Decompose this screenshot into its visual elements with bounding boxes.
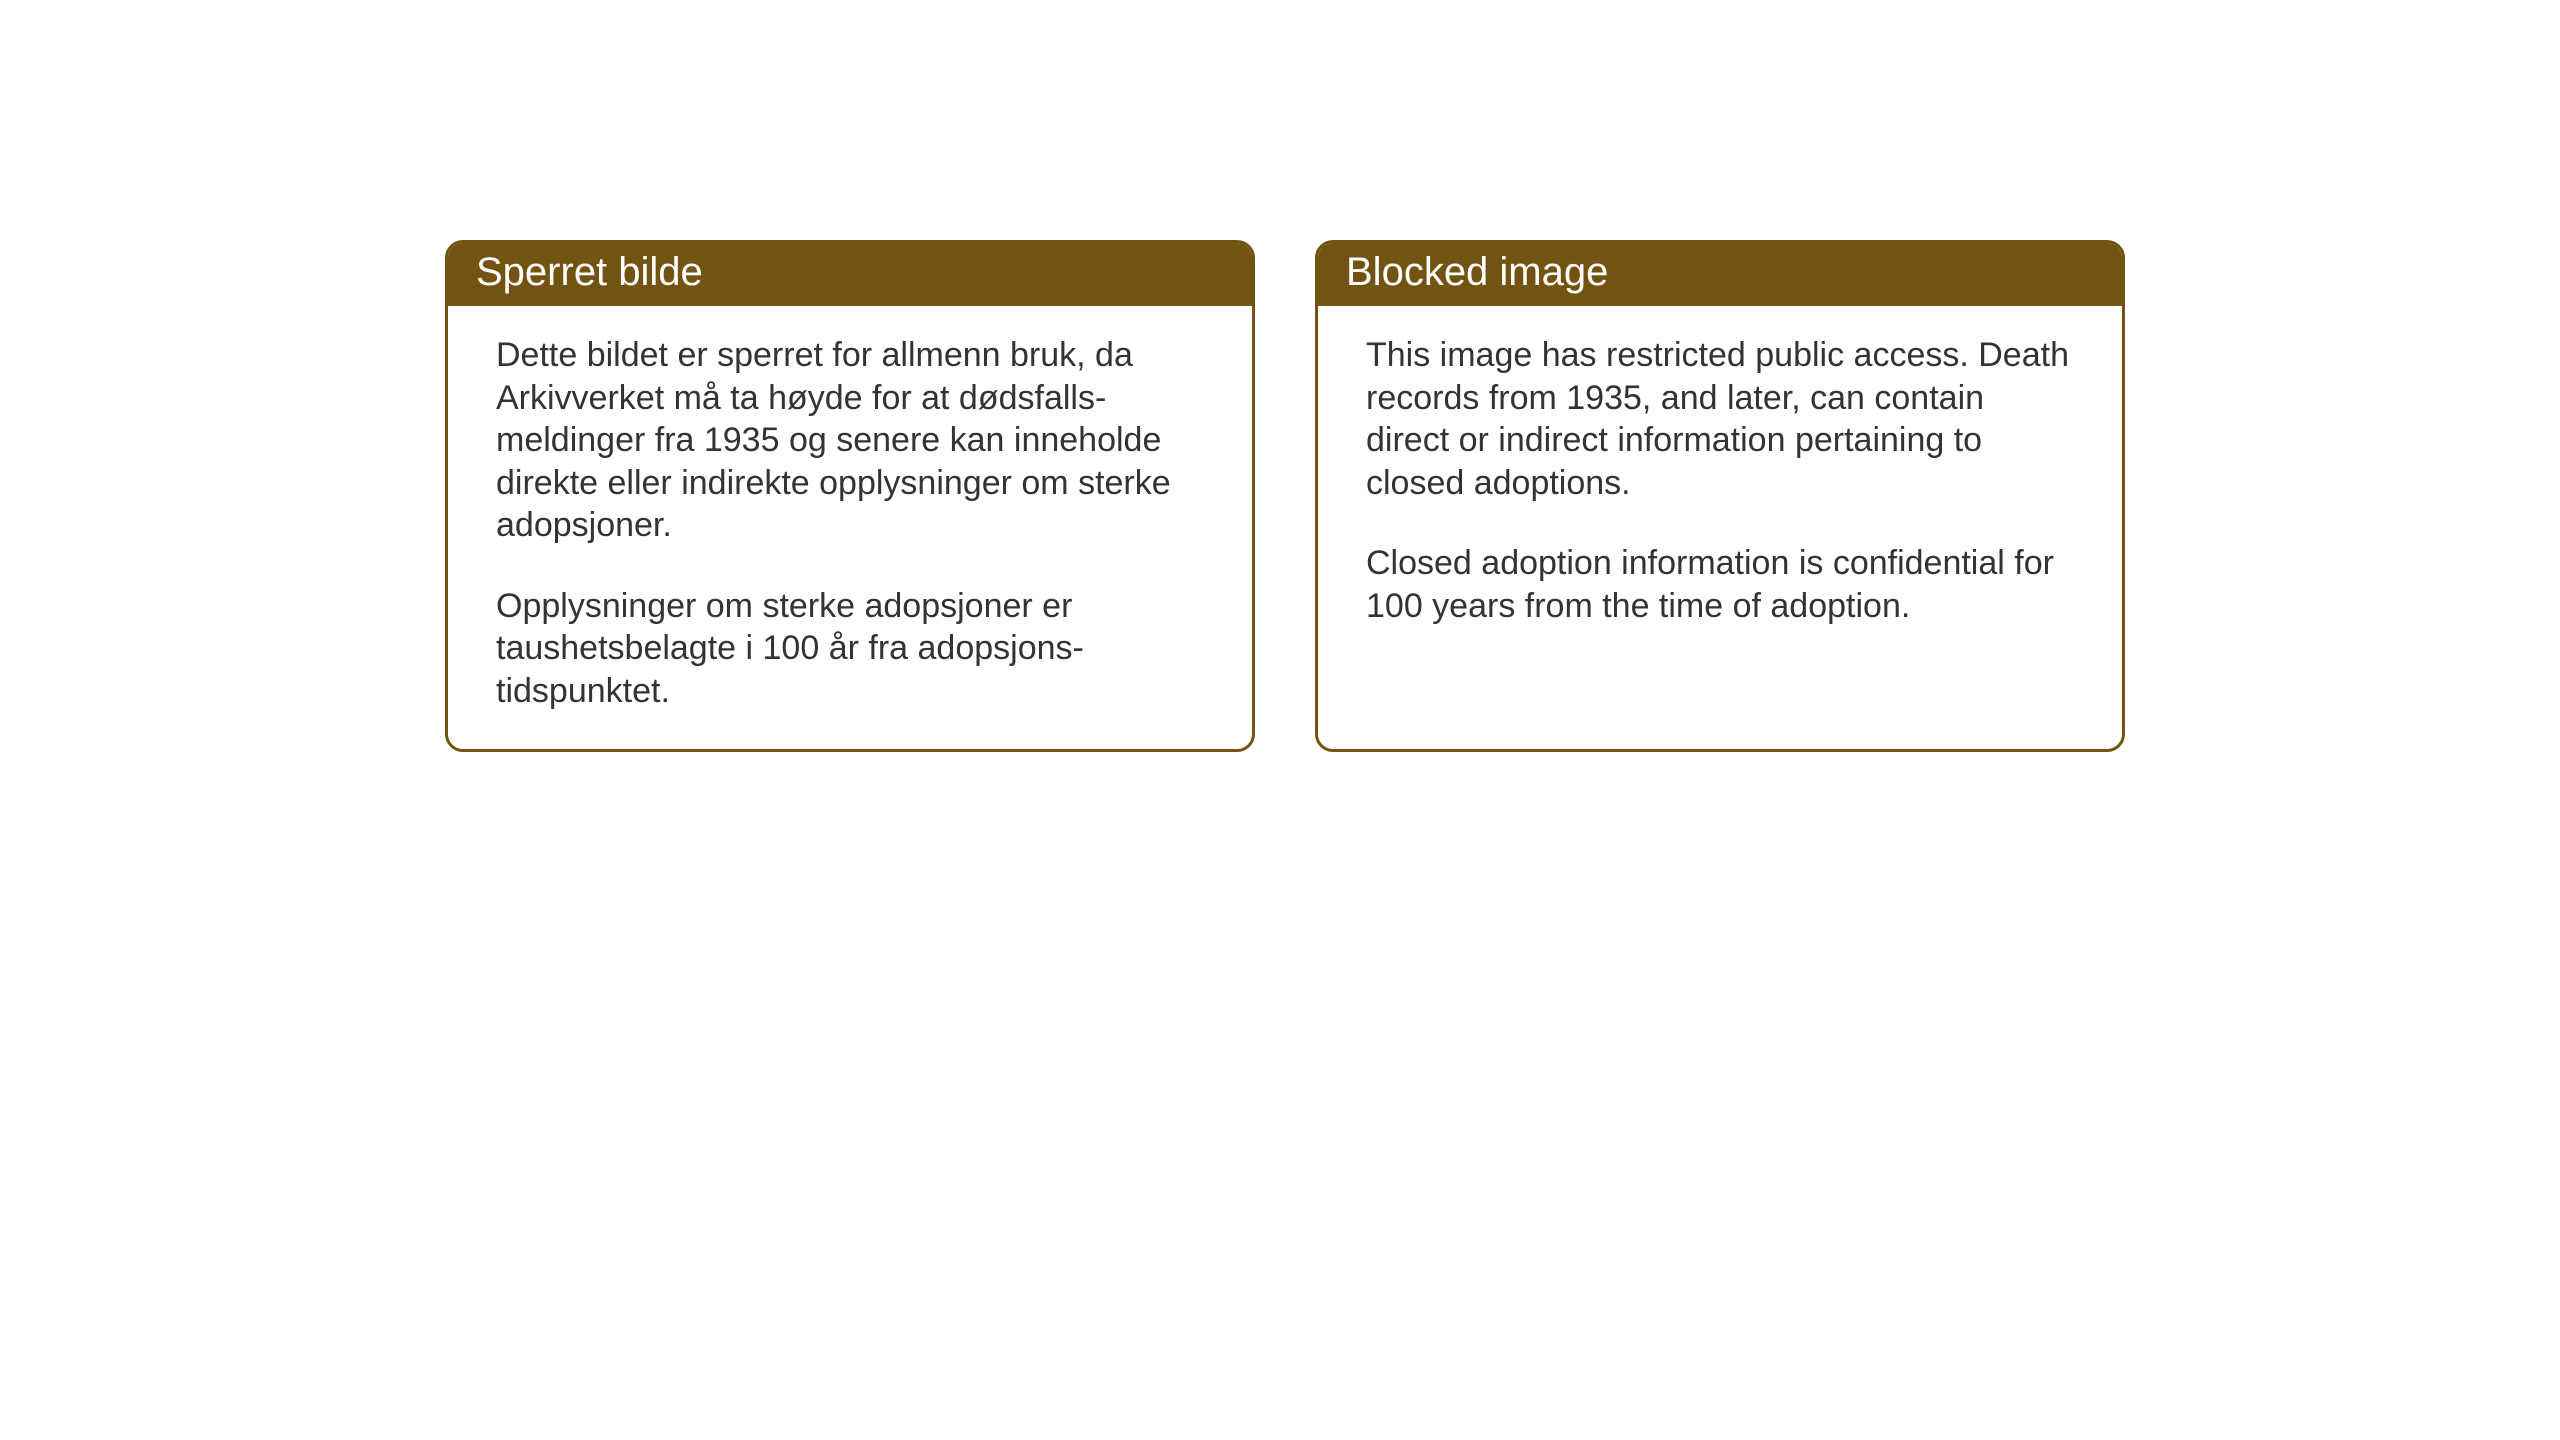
notice-para2-norwegian: Opplysninger om sterke adopsjoner er tau… [496, 585, 1204, 713]
notice-header-english: Blocked image [1318, 243, 2122, 306]
notice-para1-norwegian: Dette bildet er sperret for allmenn bruk… [496, 334, 1204, 547]
notice-header-norwegian: Sperret bilde [448, 243, 1252, 306]
notices-container: Sperret bilde Dette bildet er sperret fo… [445, 240, 2125, 752]
notice-para2-english: Closed adoption information is confident… [1366, 542, 2074, 627]
notice-body-norwegian: Dette bildet er sperret for allmenn bruk… [448, 306, 1252, 747]
notice-box-english: Blocked image This image has restricted … [1315, 240, 2125, 752]
notice-para1-english: This image has restricted public access.… [1366, 334, 2074, 504]
notice-body-english: This image has restricted public access.… [1318, 306, 2122, 662]
notice-box-norwegian: Sperret bilde Dette bildet er sperret fo… [445, 240, 1255, 752]
